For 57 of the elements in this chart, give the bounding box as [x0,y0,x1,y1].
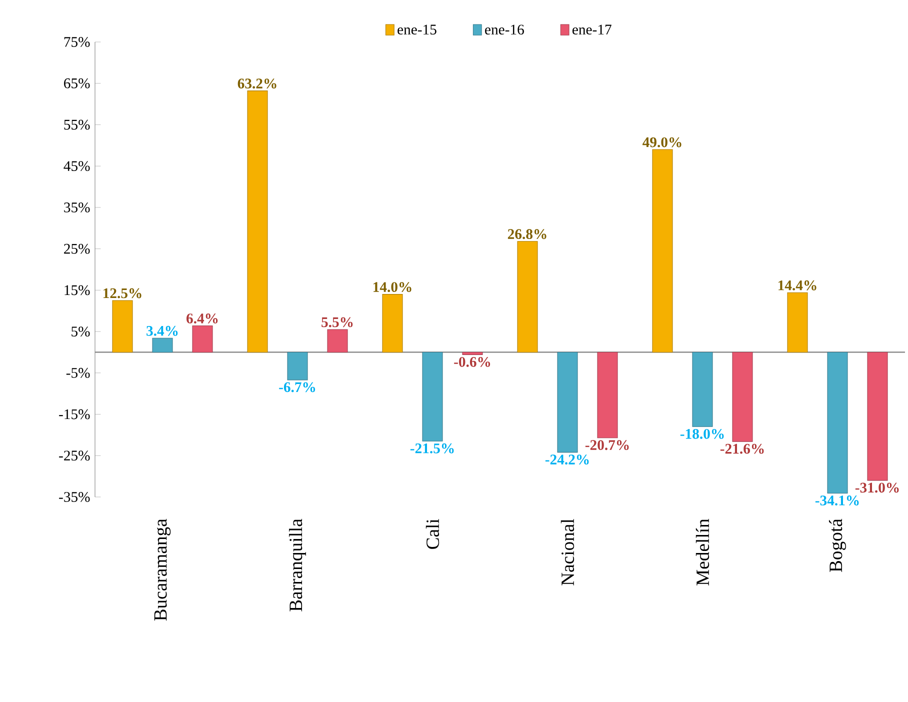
y-tick-label: 25% [64,244,90,254]
y-tick-label: 35% [64,202,90,212]
data-label: -24.2% [545,454,589,465]
y-tick-label: -5% [66,368,90,378]
y-tick-label: 5% [72,326,90,337]
data-label: -18.0% [680,428,724,439]
bar [152,338,173,352]
data-label: 6.4% [186,314,218,324]
x-tick-label: Medellín [696,518,710,586]
x-tick-label: Barranquilla [289,518,306,612]
bar [382,294,403,352]
data-label: 3.4% [146,326,178,336]
data-label: 5.5% [322,317,353,328]
data-label: -31.0% [855,482,899,493]
x-tick-label: Bogotá [828,518,846,572]
y-tick-label: 15% [64,285,90,296]
bar [827,352,848,494]
bar [422,352,443,442]
bar [732,352,753,442]
bar [867,352,888,481]
data-label: 49.0% [642,137,682,148]
y-tick-label: 75% [64,37,90,47]
legend-label: ene-16 [485,24,524,35]
y-tick-label: -35% [59,492,90,502]
y-tick-label: -15% [59,409,90,420]
bar [517,241,538,352]
data-label: -0.6% [454,356,490,367]
y-tick-label: -25% [59,450,90,461]
x-tick-label: Nacional [560,518,574,586]
data-label: -21.6% [720,444,764,454]
bar [597,352,618,438]
legend-label: ene-15 [398,24,436,35]
bar [787,292,808,352]
bar [327,329,348,352]
bar [247,90,268,352]
bar [557,352,578,453]
data-label: 12.5% [104,288,142,298]
data-label: -6.7% [279,382,316,392]
bar [192,325,213,352]
data-label: 14.0% [374,282,412,292]
data-label: 63.2% [238,78,276,89]
data-label: -21.5% [410,443,454,454]
bar [112,300,133,352]
y-tick-label: 55% [64,120,90,130]
data-label: -20.7% [585,440,629,450]
data-label: 26.8% [508,229,546,240]
y-tick-label: 65% [64,78,90,88]
bar [462,352,483,355]
x-tick-label: Cali [426,518,440,549]
y-tick-label: 45% [64,161,90,172]
data-label: -34.1% [815,496,859,506]
bar [692,352,713,427]
x-tick-label: Bucaramanga [154,518,171,621]
legend-label: ene-17 [572,24,612,35]
data-label: 14.4% [778,280,816,290]
bar [652,149,673,352]
bar [287,352,308,380]
